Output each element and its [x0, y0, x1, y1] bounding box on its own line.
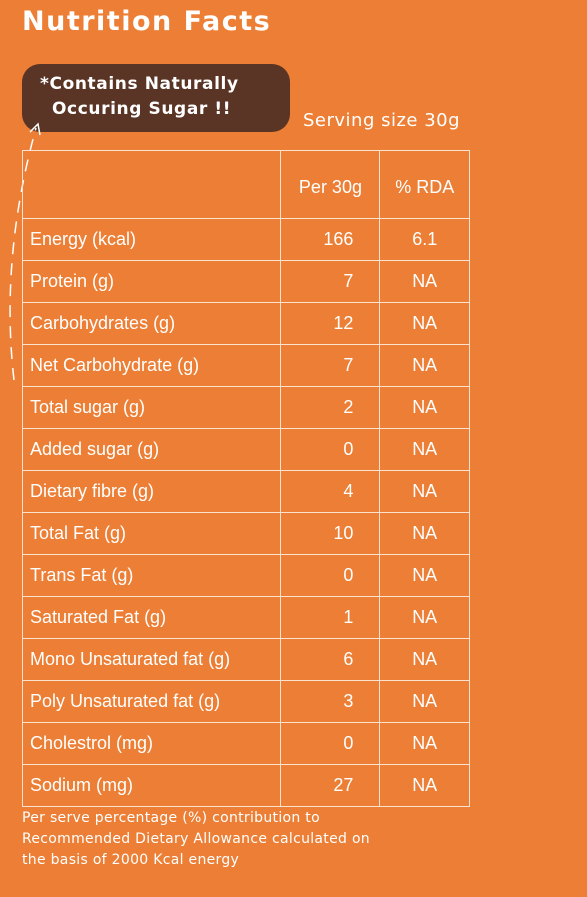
- table-row: Cholestrol (mg) 0 NA: [22, 722, 470, 765]
- nutrient-name: Trans Fat (g): [22, 554, 281, 597]
- page-title: Nutrition Facts: [22, 6, 272, 37]
- nutrient-rda: NA: [379, 680, 470, 723]
- nutrient-rda: NA: [379, 344, 470, 387]
- nutrient-name: Mono Unsaturated fat (g): [22, 638, 281, 681]
- nutrition-table: Per 30g % RDA Energy (kcal) 166 6.1 Prot…: [22, 150, 470, 807]
- nutrient-per-serving: 1: [279, 596, 381, 639]
- nutrient-per-serving: 0: [279, 428, 381, 471]
- nutrient-per-serving: 0: [279, 722, 381, 765]
- nutrient-name: Dietary fibre (g): [22, 470, 281, 513]
- nutrient-name: Protein (g): [22, 260, 281, 303]
- nutrient-name: Sodium (mg): [22, 764, 281, 807]
- nutrient-name: Poly Unsaturated fat (g): [22, 680, 281, 723]
- table-row: Energy (kcal) 166 6.1: [22, 218, 470, 261]
- nutrient-name: Total Fat (g): [22, 512, 281, 555]
- header-rda: % RDA: [379, 150, 470, 219]
- serving-size: Serving size 30g: [303, 110, 461, 131]
- table-header-row: Per 30g % RDA: [22, 150, 470, 219]
- nutrient-rda: NA: [379, 512, 470, 555]
- table-row: Total Fat (g) 10 NA: [22, 512, 470, 555]
- nutrient-rda: NA: [379, 554, 470, 597]
- nutrient-per-serving: 12: [279, 302, 381, 345]
- table-row: Dietary fibre (g) 4 NA: [22, 470, 470, 513]
- nutrient-rda: NA: [379, 260, 470, 303]
- nutrient-per-serving: 166: [279, 218, 381, 261]
- nutrient-name: Added sugar (g): [22, 428, 281, 471]
- table-row: Added sugar (g) 0 NA: [22, 428, 470, 471]
- nutrient-rda: NA: [379, 302, 470, 345]
- table-row: Total sugar (g) 2 NA: [22, 386, 470, 429]
- nutrient-rda: 6.1: [379, 218, 470, 261]
- table-row: Saturated Fat (g) 1 NA: [22, 596, 470, 639]
- nutrient-per-serving: 7: [279, 260, 381, 303]
- nutrient-name: Energy (kcal): [22, 218, 281, 261]
- header-nutrient: [22, 150, 281, 219]
- nutrient-name: Saturated Fat (g): [22, 596, 281, 639]
- table-row: Trans Fat (g) 0 NA: [22, 554, 470, 597]
- table-row: Poly Unsaturated fat (g) 3 NA: [22, 680, 470, 723]
- nutrient-rda: NA: [379, 638, 470, 681]
- nutrient-rda: NA: [379, 596, 470, 639]
- sugar-note-badge: *Contains Naturally Occuring Sugar !!: [22, 64, 290, 132]
- header-per-serving: Per 30g: [279, 150, 381, 219]
- nutrient-per-serving: 10: [279, 512, 381, 555]
- footnote-line-2: Recommended Dietary Allowance calculated…: [22, 831, 370, 847]
- footnote-line-3: the basis of 2000 Kcal energy: [22, 852, 240, 868]
- nutrient-per-serving: 6: [279, 638, 381, 681]
- table-row: Protein (g) 7 NA: [22, 260, 470, 303]
- table-row: Sodium (mg) 27 NA: [22, 764, 470, 807]
- nutrient-rda: NA: [379, 428, 470, 471]
- rda-footnote: Per serve percentage (%) contribution to…: [22, 808, 472, 871]
- note-line-1: *Contains Naturally: [40, 74, 239, 94]
- nutrient-per-serving: 0: [279, 554, 381, 597]
- nutrient-rda: NA: [379, 722, 470, 765]
- nutrient-name: Net Carbohydrate (g): [22, 344, 281, 387]
- nutrient-name: Carbohydrates (g): [22, 302, 281, 345]
- nutrient-rda: NA: [379, 386, 470, 429]
- nutrient-rda: NA: [379, 764, 470, 807]
- nutrient-per-serving: 2: [279, 386, 381, 429]
- nutrient-per-serving: 4: [279, 470, 381, 513]
- nutrient-name: Total sugar (g): [22, 386, 281, 429]
- nutrient-rda: NA: [379, 470, 470, 513]
- table-row: Mono Unsaturated fat (g) 6 NA: [22, 638, 470, 681]
- table-row: Carbohydrates (g) 12 NA: [22, 302, 470, 345]
- note-line-2: Occuring Sugar !!: [52, 99, 232, 119]
- nutrient-per-serving: 3: [279, 680, 381, 723]
- nutrient-per-serving: 7: [279, 344, 381, 387]
- table-row: Net Carbohydrate (g) 7 NA: [22, 344, 470, 387]
- nutrient-per-serving: 27: [279, 764, 381, 807]
- footnote-line-1: Per serve percentage (%) contribution to: [22, 810, 320, 826]
- nutrient-name: Cholestrol (mg): [22, 722, 281, 765]
